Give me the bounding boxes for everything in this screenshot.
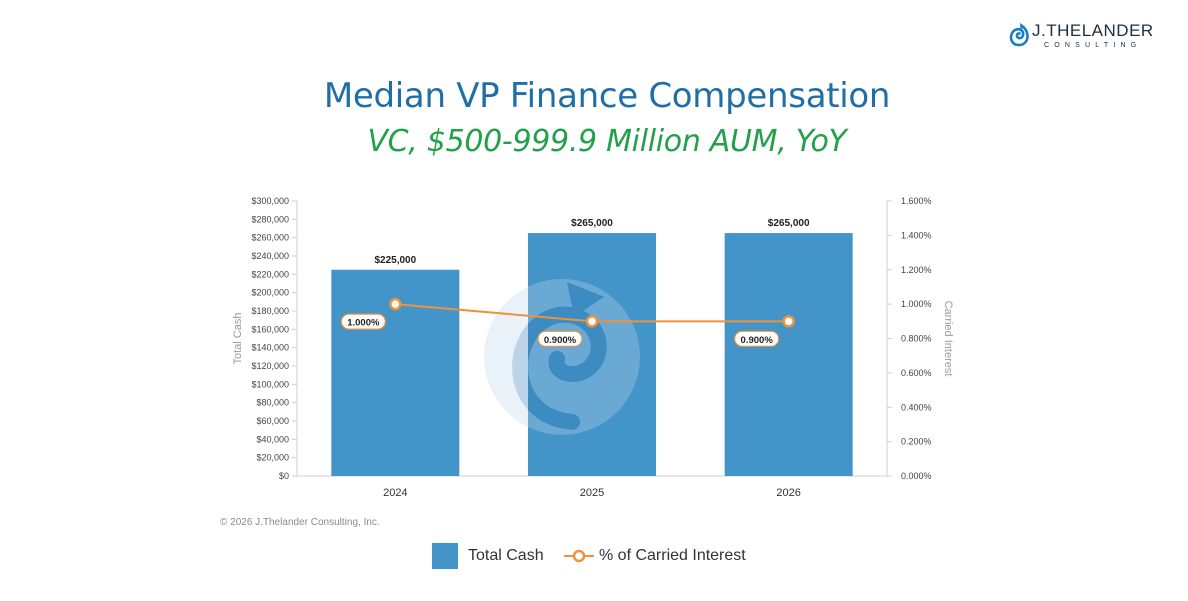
chart-subtitle: VC, $500-999.9 Million AUM, YoY bbox=[367, 124, 847, 159]
y-right-tick-label: 0.200% bbox=[901, 437, 932, 447]
line-point bbox=[585, 315, 599, 328]
legend-label-total-cash: Total Cash bbox=[468, 547, 544, 564]
y-right-tick-label: 0.000% bbox=[901, 471, 932, 481]
y-tick-label: $0 bbox=[279, 471, 289, 481]
bar-value-label: $265,000 bbox=[768, 218, 810, 229]
legend-line-marker-icon bbox=[564, 549, 594, 563]
y-tick-label: $60,000 bbox=[256, 416, 289, 426]
line-point bbox=[389, 297, 402, 311]
y-tick-label: $80,000 bbox=[256, 398, 289, 408]
y-right-tick-label: 0.600% bbox=[901, 368, 932, 378]
y-tick-label: $300,000 bbox=[251, 196, 289, 206]
brand-name: J.THELANDER bbox=[1032, 21, 1154, 40]
y-tick-label: $260,000 bbox=[251, 233, 289, 243]
copyright-notice: © 2026 J.Thelander Consulting, Inc. bbox=[220, 517, 380, 528]
y-right-tick-label: 1.200% bbox=[901, 265, 932, 275]
x-tick-label: 2026 bbox=[776, 487, 800, 499]
line-label-bubble bbox=[734, 330, 780, 347]
y-tick-label: $100,000 bbox=[251, 379, 289, 389]
y-axis-right-title: Carried Interest bbox=[942, 301, 954, 377]
line-point bbox=[782, 315, 795, 328]
x-tick-label: 2024 bbox=[383, 487, 407, 499]
y-right-tick-label: 1.600% bbox=[901, 196, 932, 206]
watermark-spiral-icon bbox=[484, 278, 640, 435]
y-right-tick-label: 1.400% bbox=[901, 230, 932, 240]
bar-2026 bbox=[724, 233, 853, 476]
bar-value-label: $265,000 bbox=[571, 218, 613, 229]
spiral-logo-icon bbox=[1009, 23, 1029, 47]
y-tick-label: $200,000 bbox=[251, 288, 289, 298]
y-axis-title: Total Cash bbox=[232, 313, 244, 365]
line-label-bubble bbox=[340, 313, 386, 330]
y-tick-label: $160,000 bbox=[251, 324, 289, 334]
y-tick-label: $220,000 bbox=[251, 269, 289, 279]
y-right-tick-label: 1.000% bbox=[901, 299, 932, 309]
line-value-label: 1.000% bbox=[347, 318, 380, 329]
line-label-bubble bbox=[537, 330, 583, 347]
y-tick-label: $180,000 bbox=[251, 306, 289, 316]
brand-logo: J.THELANDER CONSULTING bbox=[1008, 20, 1178, 56]
brand-subtitle: CONSULTING bbox=[1044, 42, 1142, 49]
bar-value-label: $225,000 bbox=[374, 255, 416, 266]
y-right-tick-label: 0.400% bbox=[901, 402, 932, 412]
y-tick-label: $280,000 bbox=[251, 214, 289, 224]
x-tick-label: 2025 bbox=[580, 487, 604, 499]
legend-swatch-total-cash bbox=[432, 543, 458, 569]
y-tick-label: $20,000 bbox=[256, 453, 289, 463]
y-right-tick-label: 0.800% bbox=[901, 334, 932, 344]
chart-title: Median VP Finance Compensation bbox=[323, 76, 891, 116]
y-tick-label: $120,000 bbox=[251, 361, 289, 371]
y-tick-label: $240,000 bbox=[251, 251, 289, 261]
y-tick-label: $140,000 bbox=[251, 343, 289, 353]
bar-2025 bbox=[528, 233, 656, 476]
line-value-label: 0.900% bbox=[544, 335, 577, 346]
y-tick-label: $40,000 bbox=[256, 434, 289, 444]
line-value-label: 0.900% bbox=[741, 335, 774, 346]
legend-label-carried-interest: % of Carried Interest bbox=[599, 547, 746, 564]
